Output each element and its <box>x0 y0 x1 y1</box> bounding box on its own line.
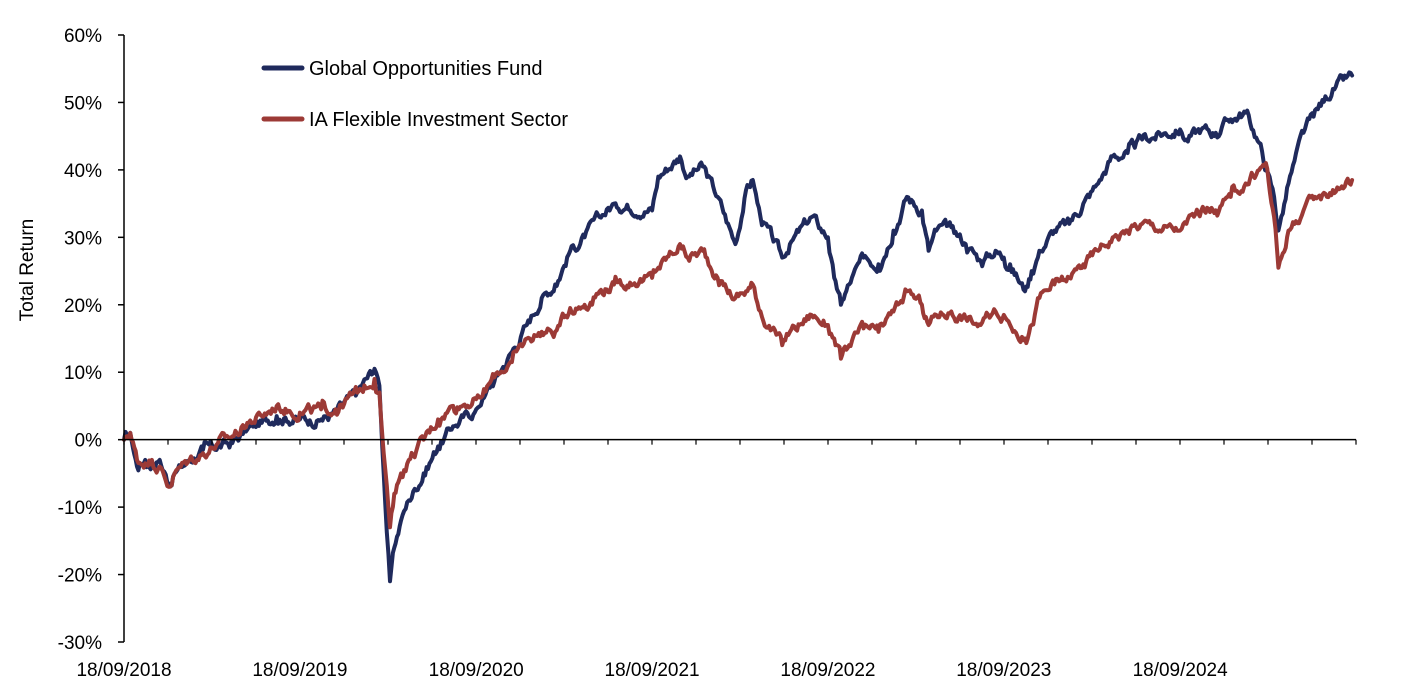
y-tick-label: -20% <box>58 566 102 587</box>
y-tick-label: 40% <box>64 161 102 182</box>
x-tick-label: 18/09/2019 <box>252 660 347 681</box>
legend-label: Global Opportunities Fund <box>309 58 542 80</box>
y-tick-label: 10% <box>64 363 102 384</box>
legend: Global Opportunities Fund IA Flexible Inv… <box>261 58 568 131</box>
series-line-0 <box>122 70 1355 584</box>
x-tick-label: 18/09/2021 <box>605 660 700 681</box>
legend-label: IA Flexible Investment Sector <box>309 109 568 131</box>
y-tick-label: -10% <box>58 498 102 519</box>
y-tick-label: 0% <box>75 431 103 452</box>
x-tick-label: 18/09/2018 <box>76 660 171 681</box>
x-tick-label: 18/09/2023 <box>956 660 1051 681</box>
y-tick-label: 50% <box>64 93 102 114</box>
series-line-1 <box>122 161 1355 530</box>
axes: -30% -20% -10% 0% 10% 20% 30% 40% 50% 60% 18/09/20… <box>58 26 1357 681</box>
y-tick-label: -30% <box>58 633 102 654</box>
y-axis-title: Total Return <box>17 219 38 321</box>
x-tick-label: 18/09/2024 <box>1133 660 1229 681</box>
x-tick-label: 18/09/2022 <box>780 660 875 681</box>
x-tick-label: 18/09/2020 <box>429 660 524 681</box>
y-tick-label: 30% <box>64 228 102 249</box>
y-tick-label: 20% <box>64 296 102 317</box>
series-lines <box>122 70 1355 584</box>
y-tick-label: 60% <box>64 26 102 47</box>
